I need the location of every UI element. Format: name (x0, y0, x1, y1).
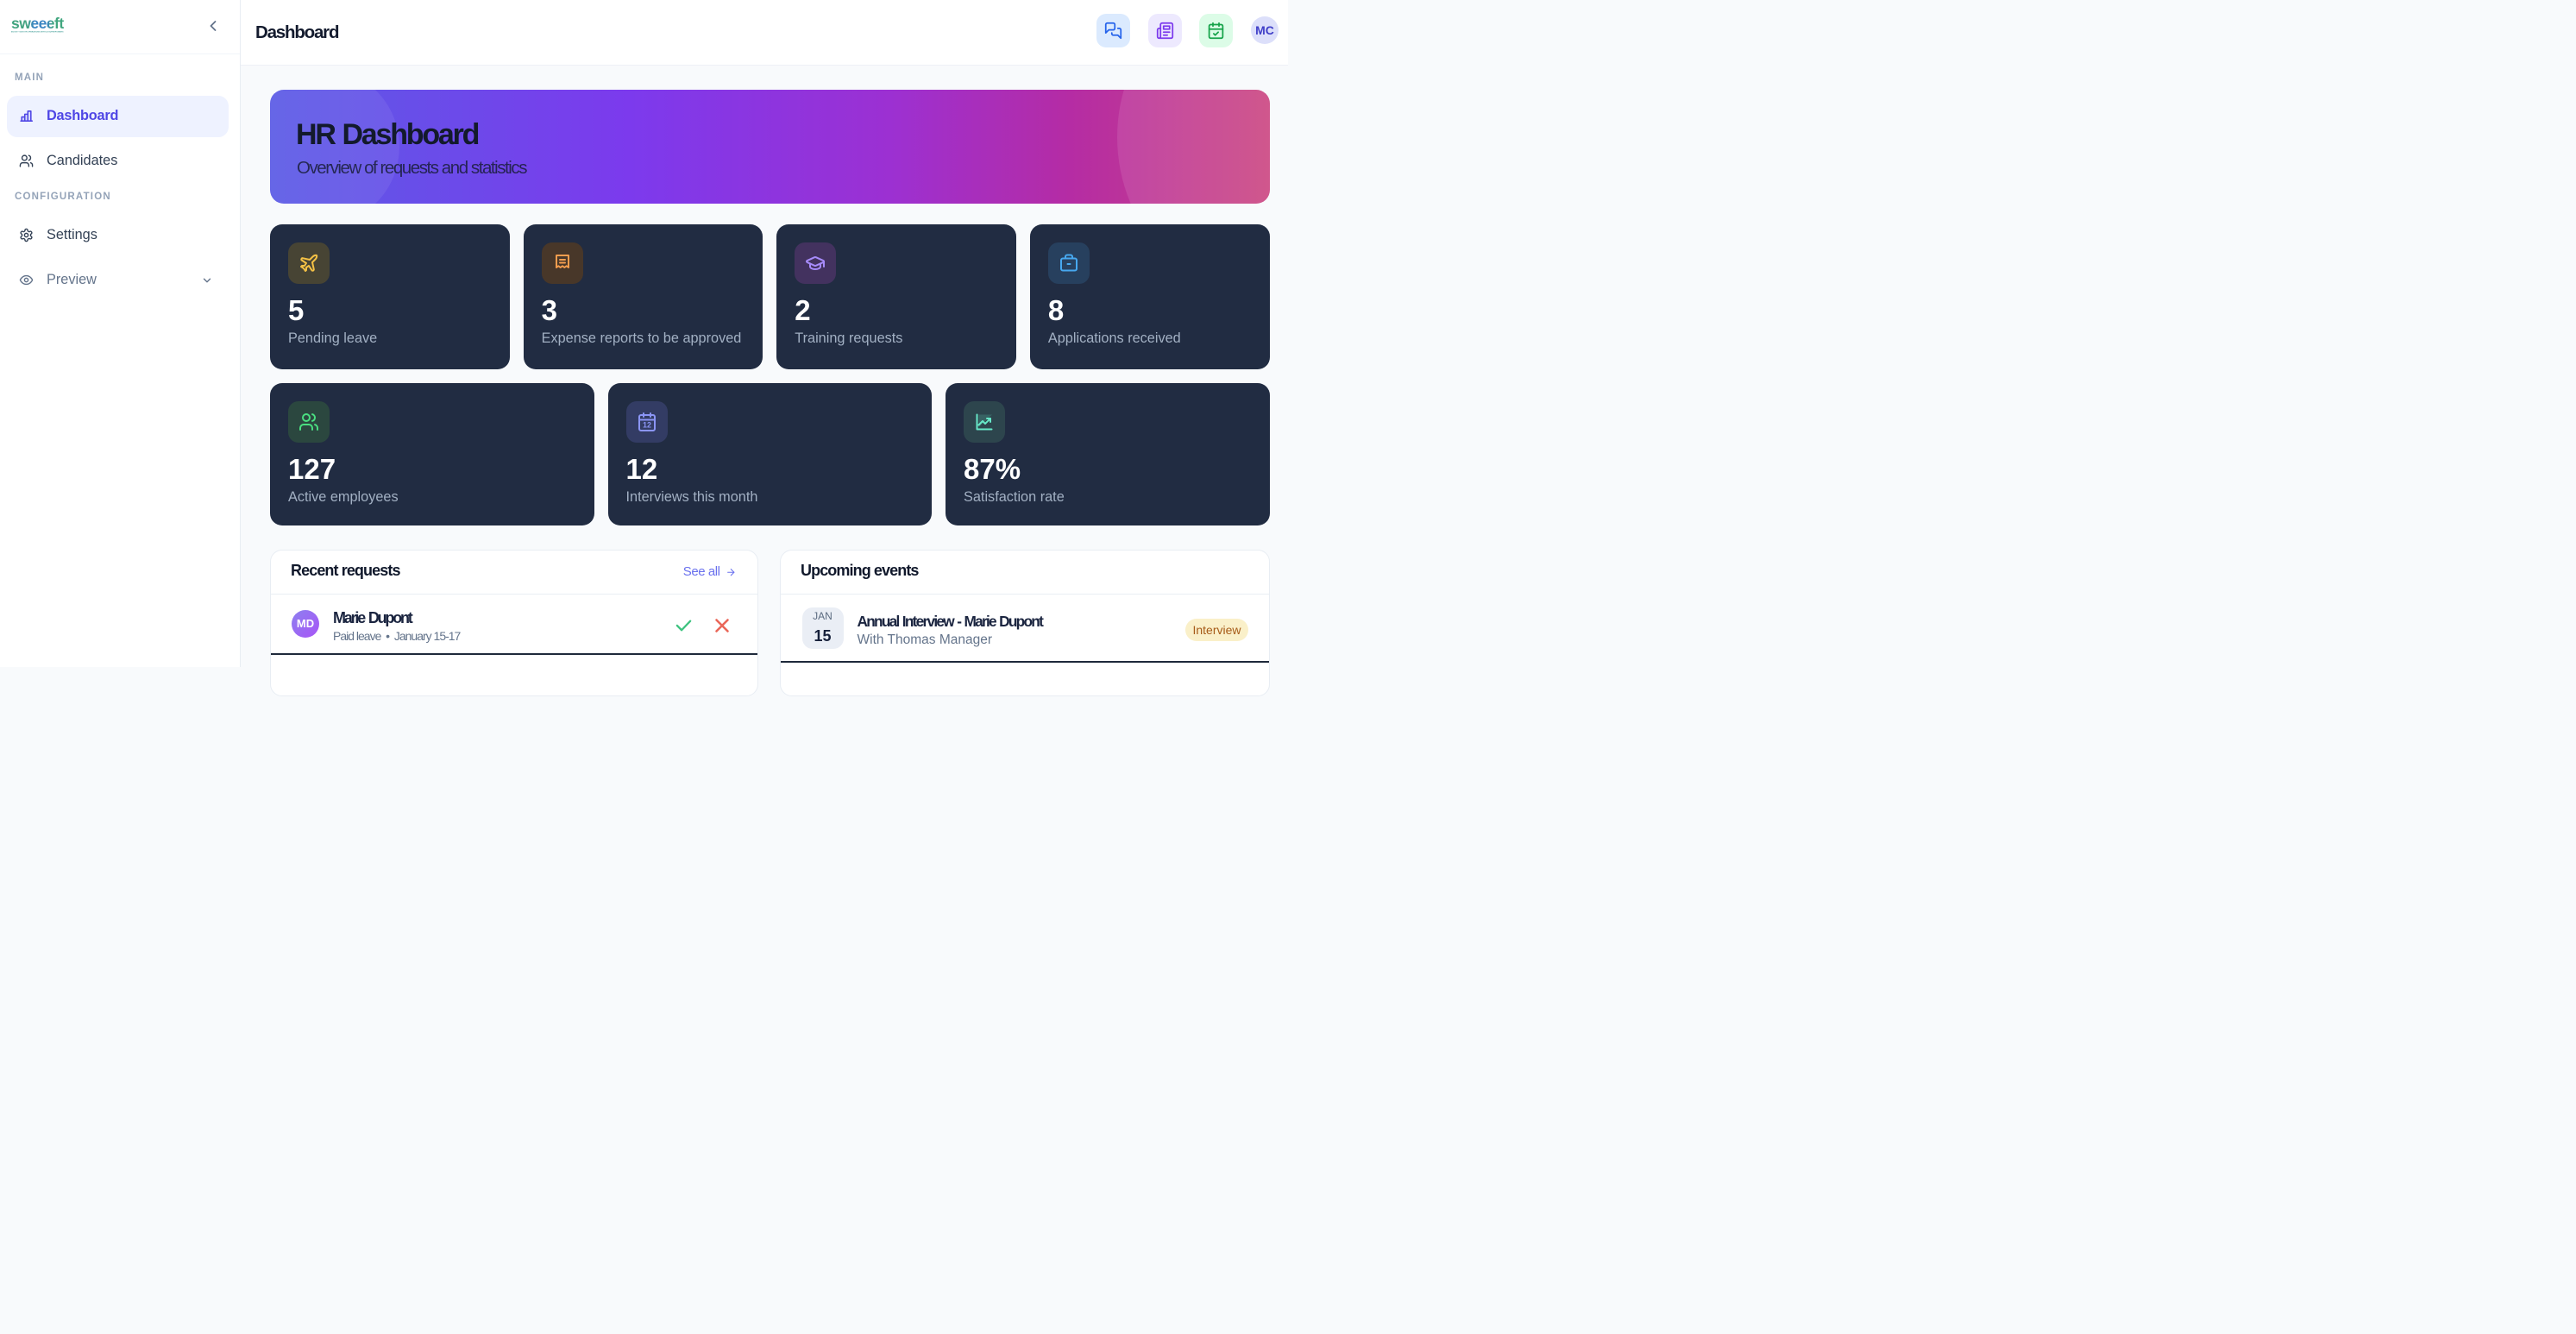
svg-text:12: 12 (642, 420, 650, 429)
